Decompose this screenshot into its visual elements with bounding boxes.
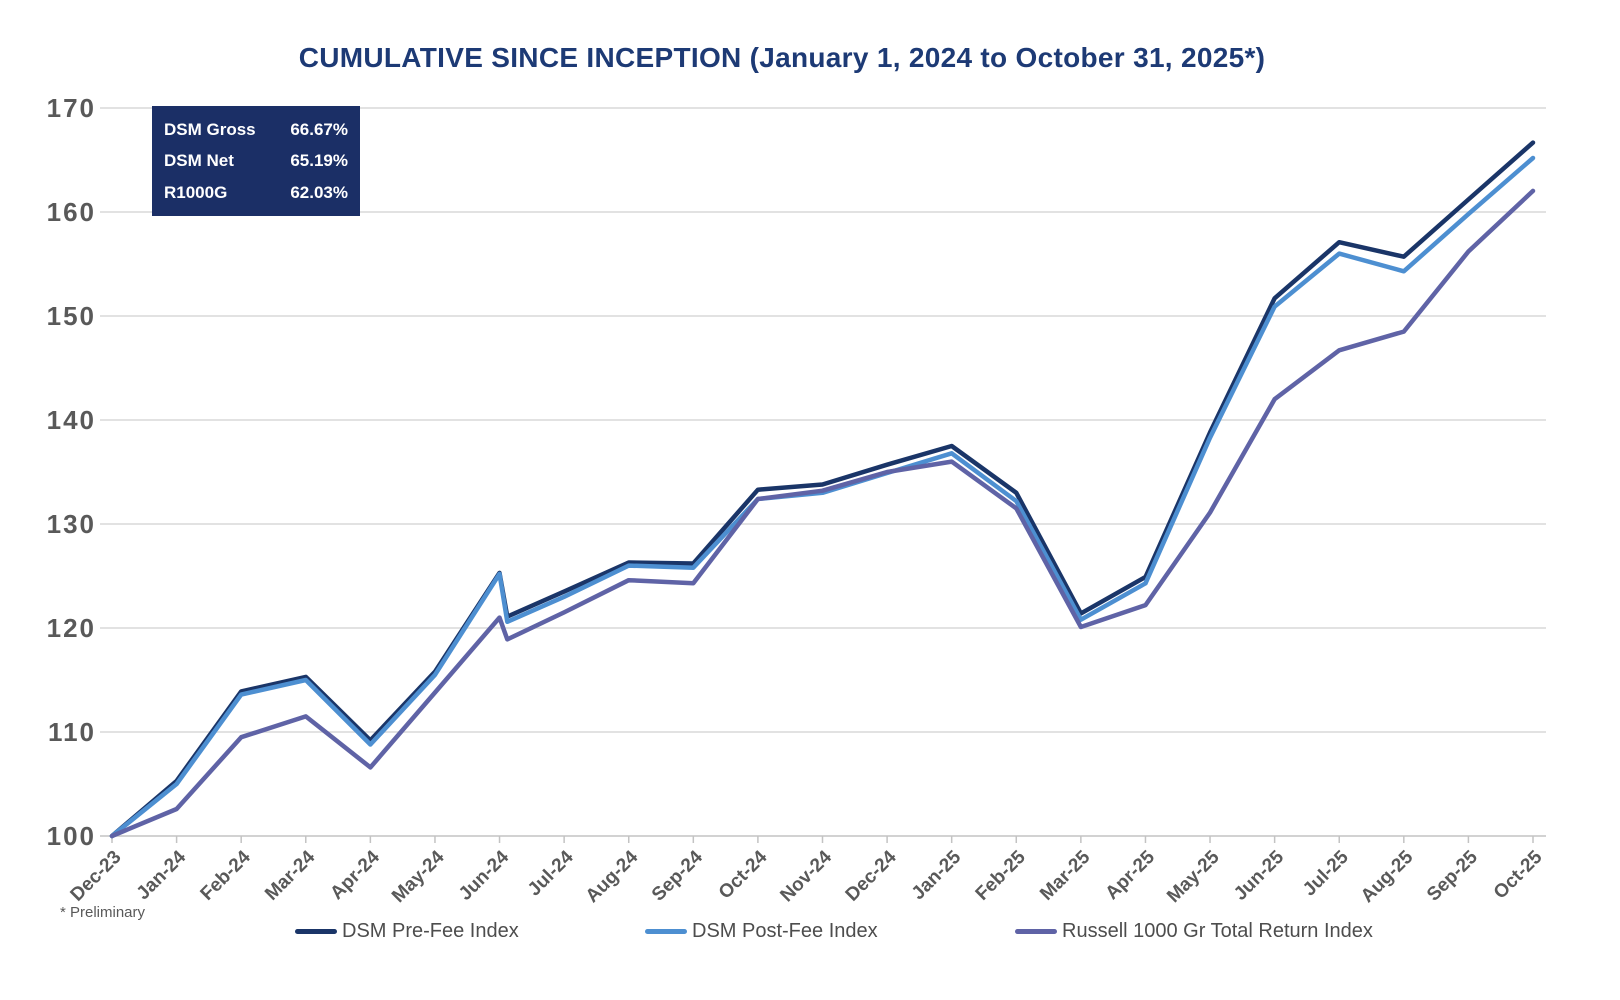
x-axis-label: Apr-25 bbox=[1102, 846, 1160, 904]
y-axis-label: 110 bbox=[48, 717, 96, 747]
x-axis-label: Jan-25 bbox=[908, 846, 966, 904]
x-axis-label: Sep-25 bbox=[1423, 846, 1482, 905]
x-axis-label: Apr-24 bbox=[326, 846, 384, 904]
stats-value: 66.67% bbox=[290, 119, 348, 139]
x-axis-label: Jul-24 bbox=[524, 846, 578, 900]
legend-label: DSM Pre-Fee Index bbox=[342, 920, 519, 942]
x-axis-label: Feb-24 bbox=[197, 846, 255, 904]
y-axis-label: 160 bbox=[47, 197, 96, 227]
legend-line-icon bbox=[1015, 929, 1057, 934]
x-axis-label: May-25 bbox=[1163, 846, 1224, 907]
x-axis-label: Oct-25 bbox=[1490, 846, 1547, 903]
x-axis-label: Jan-24 bbox=[133, 846, 191, 904]
stats-label: DSM Net bbox=[164, 151, 234, 170]
x-axis-label: Dec-23 bbox=[67, 847, 126, 906]
x-axis-label: Mar-25 bbox=[1036, 846, 1094, 904]
x-axis-label: Nov-24 bbox=[776, 846, 836, 906]
y-axis-label: 130 bbox=[47, 509, 96, 539]
x-axis-label: Sep-24 bbox=[648, 846, 707, 905]
x-axis-label: May-24 bbox=[388, 846, 449, 907]
x-axis-label: Oct-24 bbox=[715, 846, 772, 903]
x-axis-label: Dec-24 bbox=[842, 846, 901, 905]
y-axis-label: 120 bbox=[47, 613, 96, 643]
legend-label: Russell 1000 Gr Total Return Index bbox=[1062, 920, 1373, 942]
legend-entry-russell: Russell 1000 Gr Total Return Index bbox=[1015, 920, 1373, 943]
legend-label: DSM Post-Fee Index bbox=[692, 920, 878, 942]
y-axis-label: 140 bbox=[47, 405, 96, 435]
legend-line-icon bbox=[645, 929, 687, 934]
stats-row-net: DSM Net 65.19% bbox=[164, 151, 348, 171]
y-axis-label: 100 bbox=[47, 821, 96, 851]
chart-title: CUMULATIVE SINCE INCEPTION (January 1, 2… bbox=[298, 42, 1266, 73]
y-axis-label: 150 bbox=[47, 301, 96, 331]
stats-label: R1000G bbox=[164, 182, 228, 202]
y-axis-label: 170 bbox=[47, 93, 96, 123]
series-line-russell-1000-gr-total-return-index bbox=[109, 188, 1536, 839]
x-axis-label: Feb-25 bbox=[972, 846, 1030, 904]
legend-line-icon bbox=[295, 929, 337, 934]
x-axis-label: Mar-24 bbox=[261, 846, 319, 904]
stats-box: DSM Gross 66.67% DSM Net 65.19% R1000G 6… bbox=[152, 106, 360, 216]
x-axis-label: Aug-25 bbox=[1357, 846, 1418, 907]
series-line-dsm-pre-fee-index bbox=[109, 140, 1536, 839]
x-axis-label: Jun-25 bbox=[1230, 846, 1288, 904]
x-axis-label: Jul-25 bbox=[1299, 846, 1353, 900]
stats-value: 65.19% bbox=[290, 151, 348, 170]
legend-entry-pre-fee: DSM Pre-Fee Index bbox=[295, 920, 519, 943]
stats-value: 62.03% bbox=[290, 182, 348, 202]
x-axis-label: Jun-24 bbox=[455, 846, 513, 904]
stats-row-r1000g: R1000G 62.03% bbox=[164, 183, 348, 203]
legend-entry-post-fee: DSM Post-Fee Index bbox=[645, 920, 878, 943]
x-axis-label: Aug-24 bbox=[582, 846, 643, 907]
stats-row-gross: DSM Gross 66.67% bbox=[164, 120, 348, 140]
footnote: * Preliminary bbox=[60, 904, 146, 921]
stats-label: DSM Gross bbox=[164, 119, 256, 139]
